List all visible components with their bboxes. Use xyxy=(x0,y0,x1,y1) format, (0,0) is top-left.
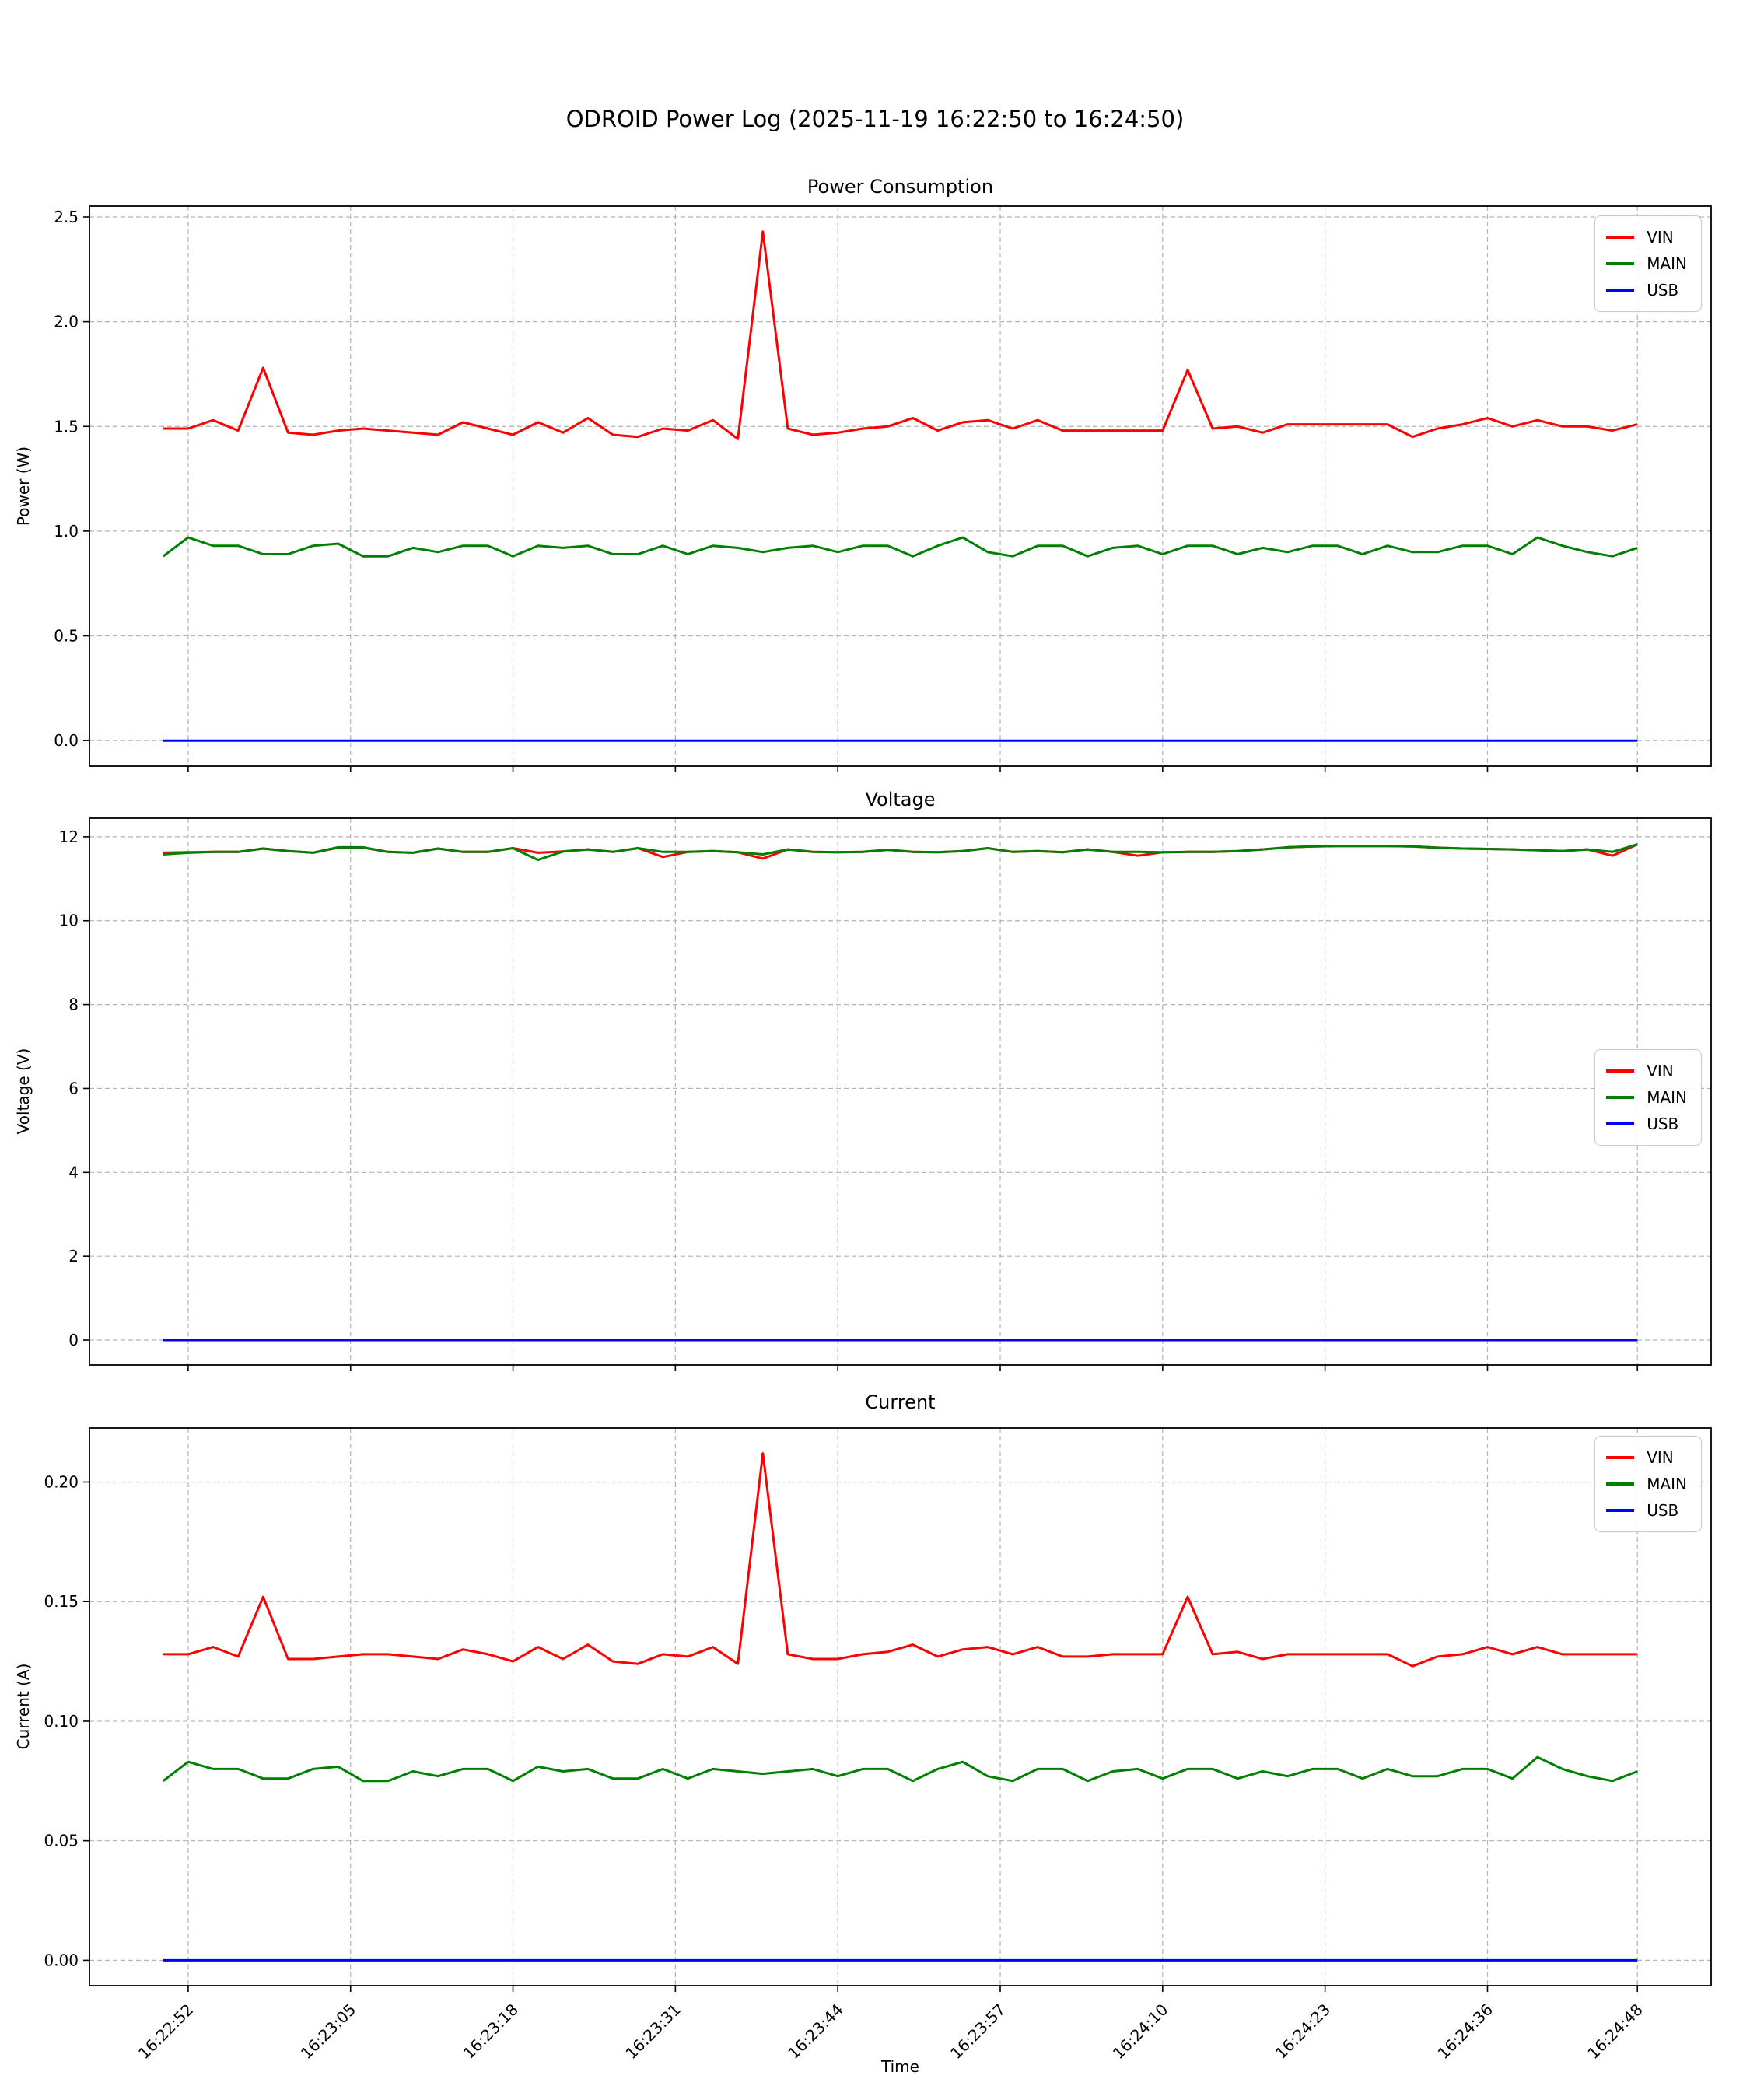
legend-label-main: MAIN xyxy=(1647,254,1687,273)
y-tick-label: 2.5 xyxy=(54,208,79,226)
legend-item-main: MAIN xyxy=(1606,1084,1687,1111)
x-axis-label: Time xyxy=(881,2057,919,2076)
current-axes-frame xyxy=(89,1427,1712,1986)
legend-item-usb: USB xyxy=(1606,277,1687,303)
x-tick-label: 16:22:52 xyxy=(135,2000,197,2063)
main-legend-line-swatch xyxy=(1606,262,1635,265)
x-tick-label: 16:23:57 xyxy=(947,2000,1009,2063)
power-chart-title: Power Consumption xyxy=(807,176,994,198)
y-tick-label: 0.5 xyxy=(54,627,79,646)
y-tick-label: 1.0 xyxy=(54,522,79,541)
legend-label-usb: USB xyxy=(1647,1501,1679,1520)
power-main-line xyxy=(162,536,1638,558)
voltage-axes-frame xyxy=(89,817,1712,1366)
x-tick-label: 16:23:18 xyxy=(460,2000,522,2063)
y-tick-label: 1.5 xyxy=(54,417,79,436)
legend-item-usb: USB xyxy=(1606,1497,1687,1524)
legend-label-main: MAIN xyxy=(1647,1475,1687,1493)
legend-label-vin: VIN xyxy=(1647,1448,1674,1467)
y-tick-label: 4 xyxy=(68,1163,79,1181)
power-vin-line xyxy=(163,230,1638,440)
x-tick-label: 16:24:10 xyxy=(1109,2000,1171,2063)
power-axes-frame xyxy=(89,205,1712,767)
vin-legend-line-swatch xyxy=(1606,236,1635,239)
voltage-y-axis-label: Voltage (V) xyxy=(14,1048,33,1135)
main-legend-line-swatch xyxy=(1606,1096,1635,1099)
y-tick-label: 6 xyxy=(68,1079,79,1097)
legend-label-vin: VIN xyxy=(1647,1062,1674,1080)
vin-legend-line-swatch xyxy=(1606,1069,1635,1073)
y-tick-label: 0.05 xyxy=(44,1832,79,1850)
current-vin-line xyxy=(163,1452,1638,1668)
x-tick-label: 16:24:36 xyxy=(1434,2000,1496,2063)
y-tick-label: 0.10 xyxy=(44,1712,79,1731)
current-main-line xyxy=(162,1755,1638,1783)
voltage-main-line xyxy=(163,843,1638,862)
y-tick-label: 0.15 xyxy=(44,1592,79,1611)
legend-label-vin: VIN xyxy=(1647,228,1674,247)
legend-item-main: MAIN xyxy=(1606,1471,1687,1497)
power-y-axis-label: Power (W) xyxy=(14,446,33,527)
voltage-legend: VIN MAIN USB xyxy=(1594,1049,1702,1146)
x-tick-label: 16:23:05 xyxy=(297,2000,359,2063)
y-tick-label: 2.0 xyxy=(54,313,79,331)
legend-label-usb: USB xyxy=(1647,281,1679,299)
x-tick-label: 16:23:31 xyxy=(621,2000,684,2063)
y-tick-label: 2 xyxy=(68,1247,79,1265)
x-tick-label: 16:24:48 xyxy=(1584,2000,1646,2063)
legend-label-usb: USB xyxy=(1647,1115,1679,1133)
legend-item-vin: VIN xyxy=(1606,1444,1687,1471)
power-plot-area: 0.0 0.5 1.0 1.5 2.0 2.5 xyxy=(54,205,1712,772)
x-tick-label: 16:24:23 xyxy=(1272,2000,1334,2063)
current-legend: VIN MAIN USB xyxy=(1594,1436,1702,1532)
y-tick-label: 10 xyxy=(59,912,79,930)
main-legend-line-swatch xyxy=(1606,1482,1635,1486)
y-tick-label: 0.00 xyxy=(44,1951,79,1969)
voltage-chart-title: Voltage xyxy=(865,789,936,810)
y-tick-label: 12 xyxy=(59,828,79,846)
usb-legend-line-swatch xyxy=(1606,1509,1635,1512)
power-legend: VIN MAIN USB xyxy=(1594,215,1702,312)
legend-item-usb: USB xyxy=(1606,1111,1687,1137)
legend-item-main: MAIN xyxy=(1606,250,1687,277)
current-y-axis-label: Current (A) xyxy=(14,1663,33,1750)
figure-title: ODROID Power Log (2025-11-19 16:22:50 to… xyxy=(565,106,1185,132)
current-chart-title: Current xyxy=(865,1391,936,1413)
usb-legend-line-swatch xyxy=(1606,1122,1635,1125)
legend-item-vin: VIN xyxy=(1606,1058,1687,1084)
y-tick-label: 0 xyxy=(68,1331,79,1349)
voltage-plot-area: 0 2 4 6 8 10 12 xyxy=(59,817,1712,1371)
legend-item-vin: VIN xyxy=(1606,224,1687,250)
y-tick-label: 0.0 xyxy=(54,731,79,750)
x-tick-label: 16:23:44 xyxy=(784,2000,846,2063)
y-tick-label: 0.20 xyxy=(44,1472,79,1491)
y-tick-label: 8 xyxy=(68,996,79,1014)
vin-legend-line-swatch xyxy=(1606,1456,1635,1459)
legend-label-main: MAIN xyxy=(1647,1088,1687,1107)
usb-legend-line-swatch xyxy=(1606,289,1635,292)
current-plot-area: 0.00 0.05 0.10 0.15 0.20 16:22:52 16:23:05 16:2… xyxy=(44,1427,1712,2063)
